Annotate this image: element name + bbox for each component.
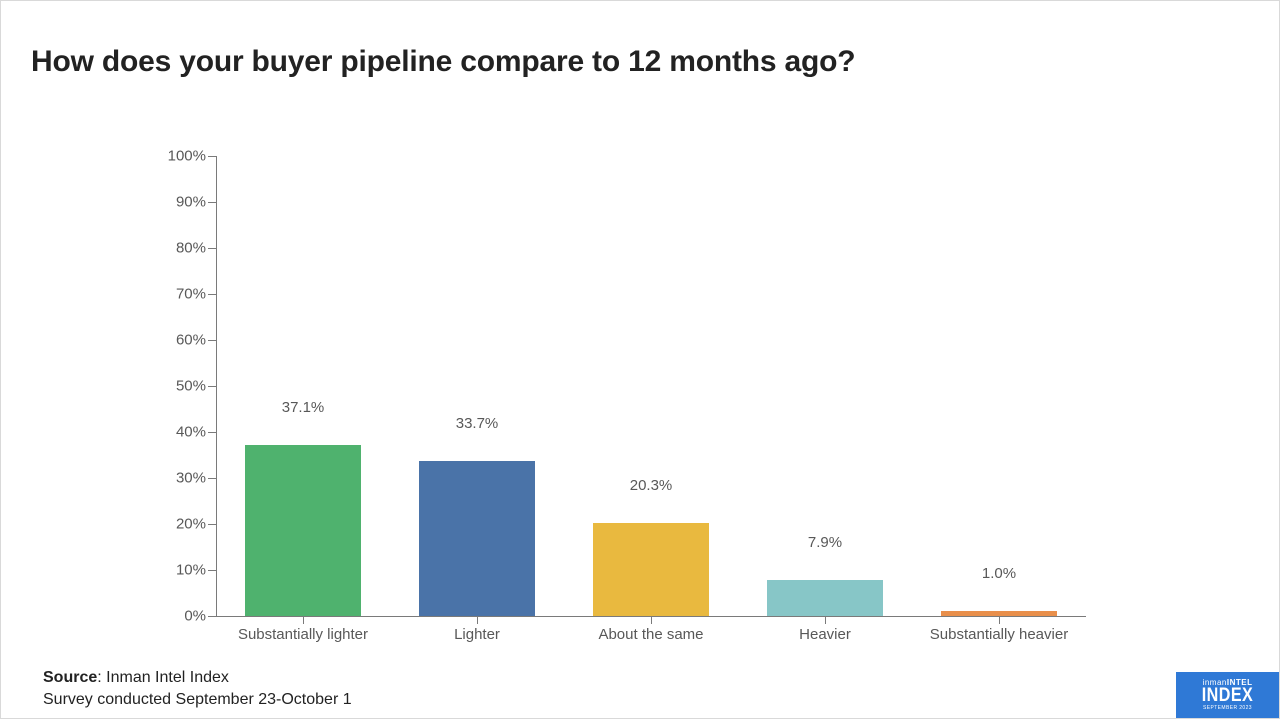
category-label: Lighter <box>390 626 564 643</box>
chart-plot-area: 0%10%20%30%40%50%60%70%80%90%100%37.1%Su… <box>216 156 1086 616</box>
y-tick-label: 90% <box>146 194 206 211</box>
y-tick-label: 0% <box>146 608 206 625</box>
y-tick <box>208 524 216 525</box>
bar <box>767 580 883 616</box>
bar-value-label: 1.0% <box>982 565 1016 588</box>
bar-value-label: 37.1% <box>282 399 325 422</box>
y-tick <box>208 386 216 387</box>
bar-value-label: 20.3% <box>630 477 673 500</box>
y-tick <box>208 294 216 295</box>
y-tick-label: 20% <box>146 516 206 533</box>
source-line-1: Source: Inman Intel Index <box>43 667 352 689</box>
y-tick-label: 100% <box>146 148 206 165</box>
bar <box>419 461 535 616</box>
y-tick-label: 30% <box>146 470 206 487</box>
y-tick-label: 50% <box>146 378 206 395</box>
bar-slot: 20.3% <box>564 156 738 616</box>
x-tick <box>651 616 652 624</box>
y-tick <box>208 156 216 157</box>
x-tick <box>999 616 1000 624</box>
y-tick <box>208 616 216 617</box>
y-tick-label: 60% <box>146 332 206 349</box>
y-tick-label: 80% <box>146 240 206 257</box>
y-tick <box>208 432 216 433</box>
category-label: Substantially lighter <box>216 626 390 643</box>
category-label: About the same <box>564 626 738 643</box>
y-tick <box>208 340 216 341</box>
badge-line2: INDEX <box>1184 687 1272 705</box>
y-tick <box>208 570 216 571</box>
chart-title: How does your buyer pipeline compare to … <box>31 45 855 79</box>
category-label: Heavier <box>738 626 912 643</box>
chart-frame: How does your buyer pipeline compare to … <box>0 0 1280 719</box>
y-tick-label: 10% <box>146 562 206 579</box>
bar-slot: 37.1% <box>216 156 390 616</box>
bar <box>593 523 709 616</box>
source-text: : Inman Intel Index <box>97 669 229 686</box>
bar-value-label: 7.9% <box>808 534 842 557</box>
x-tick <box>303 616 304 624</box>
bar-slot: 7.9% <box>738 156 912 616</box>
y-tick-label: 70% <box>146 286 206 303</box>
y-tick <box>208 478 216 479</box>
x-tick <box>825 616 826 624</box>
bar-slot: 1.0% <box>912 156 1086 616</box>
source-line-2: Survey conducted September 23-October 1 <box>43 689 352 711</box>
bar <box>245 445 361 616</box>
category-label: Substantially heavier <box>912 626 1086 643</box>
x-tick <box>477 616 478 624</box>
brand-badge: inmanINTEL INDEX SEPTEMBER 2023 <box>1176 672 1279 718</box>
y-tick <box>208 248 216 249</box>
y-tick <box>208 202 216 203</box>
source-label: Source <box>43 669 97 686</box>
source-block: Source: Inman Intel Index Survey conduct… <box>43 667 352 710</box>
y-tick-label: 40% <box>146 424 206 441</box>
bar-slot: 33.7% <box>390 156 564 616</box>
bar-value-label: 33.7% <box>456 415 499 438</box>
